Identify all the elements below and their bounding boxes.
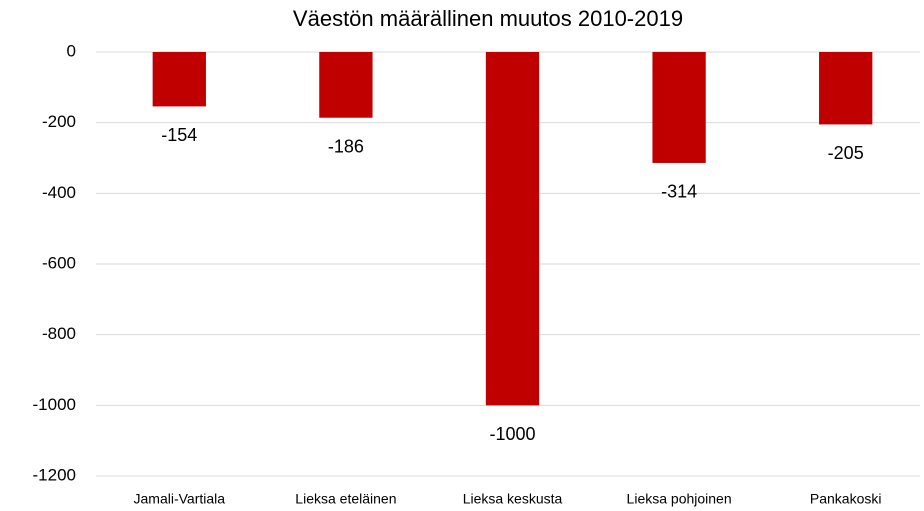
- y-tick-label: -800: [42, 324, 76, 343]
- chart-title: Väestön määrällinen muutos 2010-2019: [293, 6, 683, 31]
- data-label: -186: [328, 136, 364, 156]
- y-tick-label: -400: [42, 183, 76, 202]
- bar: [819, 52, 873, 125]
- x-tick-label: Jamali-Vartiala: [134, 491, 226, 507]
- bar: [152, 52, 206, 107]
- bar: [319, 52, 373, 118]
- data-label: -314: [661, 182, 697, 202]
- data-label: -205: [828, 143, 864, 163]
- y-tick-label: -1000: [33, 395, 76, 414]
- data-label: -154: [161, 125, 197, 145]
- x-tick-label: Pankakoski: [810, 491, 882, 507]
- bar: [652, 52, 706, 163]
- x-tick-label: Lieksa keskusta: [463, 491, 563, 507]
- y-tick-label: -200: [42, 112, 76, 131]
- bar: [485, 52, 540, 406]
- x-tick-label: Lieksa pohjoinen: [627, 491, 732, 507]
- x-tick-label: Lieksa eteläinen: [295, 491, 396, 507]
- y-tick-label: -600: [42, 253, 76, 272]
- y-tick-label: 0: [67, 41, 76, 60]
- y-tick-label: -1200: [33, 465, 76, 484]
- data-label: -1000: [489, 424, 535, 444]
